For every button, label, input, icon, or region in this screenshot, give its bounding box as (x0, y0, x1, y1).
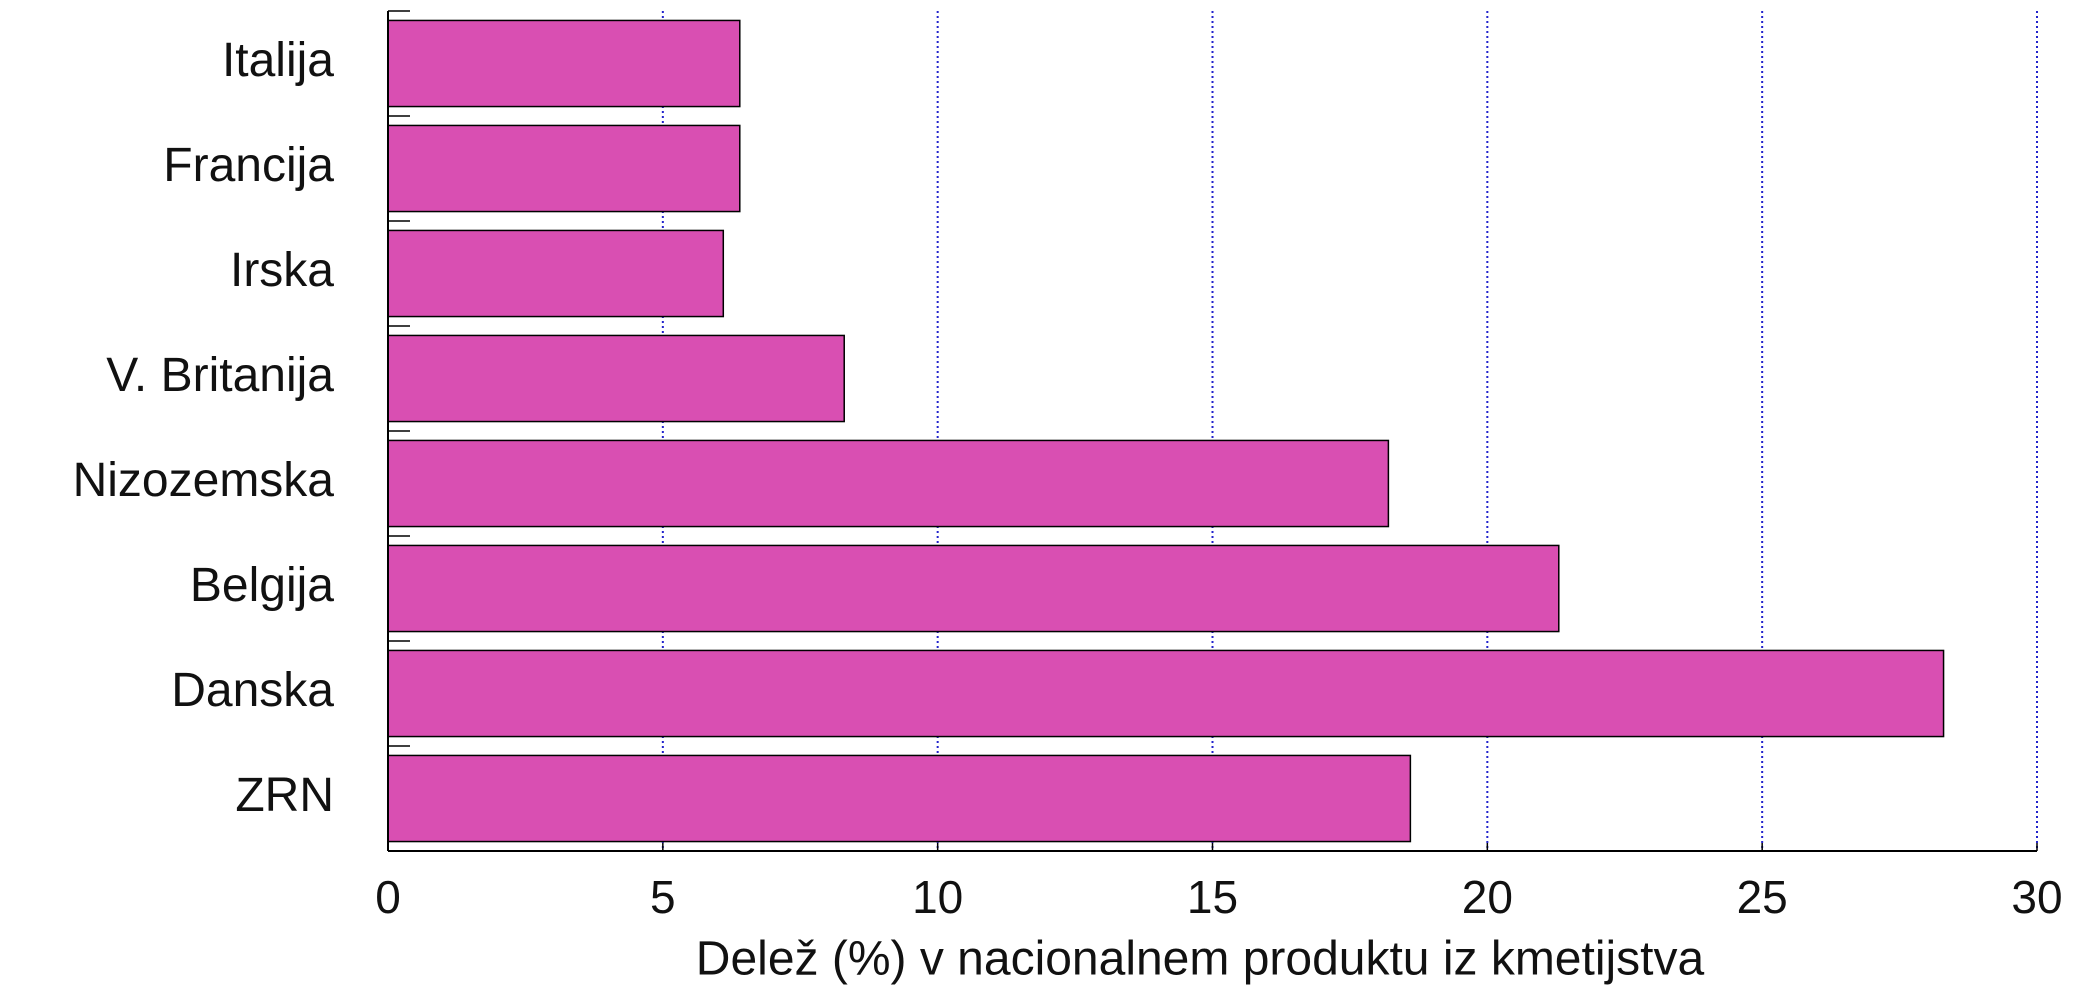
y-tick-label: ZRN (235, 769, 334, 822)
bar (387, 19, 741, 108)
y-tick-label: Irska (230, 244, 334, 297)
y-tick-label: Danska (171, 664, 334, 717)
x-tick-label: 25 (1737, 871, 1788, 923)
x-tick-label: 10 (912, 871, 963, 923)
x-axis-label: Delež (%) v nacionalnem produktu iz kmet… (696, 933, 1705, 986)
x-tick-label: 30 (2011, 871, 2062, 923)
x-tick-label: 15 (1187, 871, 1238, 923)
bar (387, 439, 1390, 528)
y-tick-label: Francija (163, 139, 334, 192)
y-tick-label: Nizozemska (73, 454, 335, 507)
y-tick-label: V. Britanija (106, 349, 334, 402)
bar (387, 334, 845, 423)
x-tick-label: 20 (1462, 871, 1513, 923)
y-tick-label: Italija (222, 34, 334, 87)
x-tick-label: 5 (650, 871, 676, 923)
bar (387, 229, 725, 318)
bar (387, 544, 1560, 633)
bar (387, 754, 1412, 843)
x-tick-label: 0 (375, 871, 401, 923)
y-tick-label: Belgija (190, 559, 334, 612)
bar (387, 649, 1945, 738)
bar (387, 124, 741, 213)
